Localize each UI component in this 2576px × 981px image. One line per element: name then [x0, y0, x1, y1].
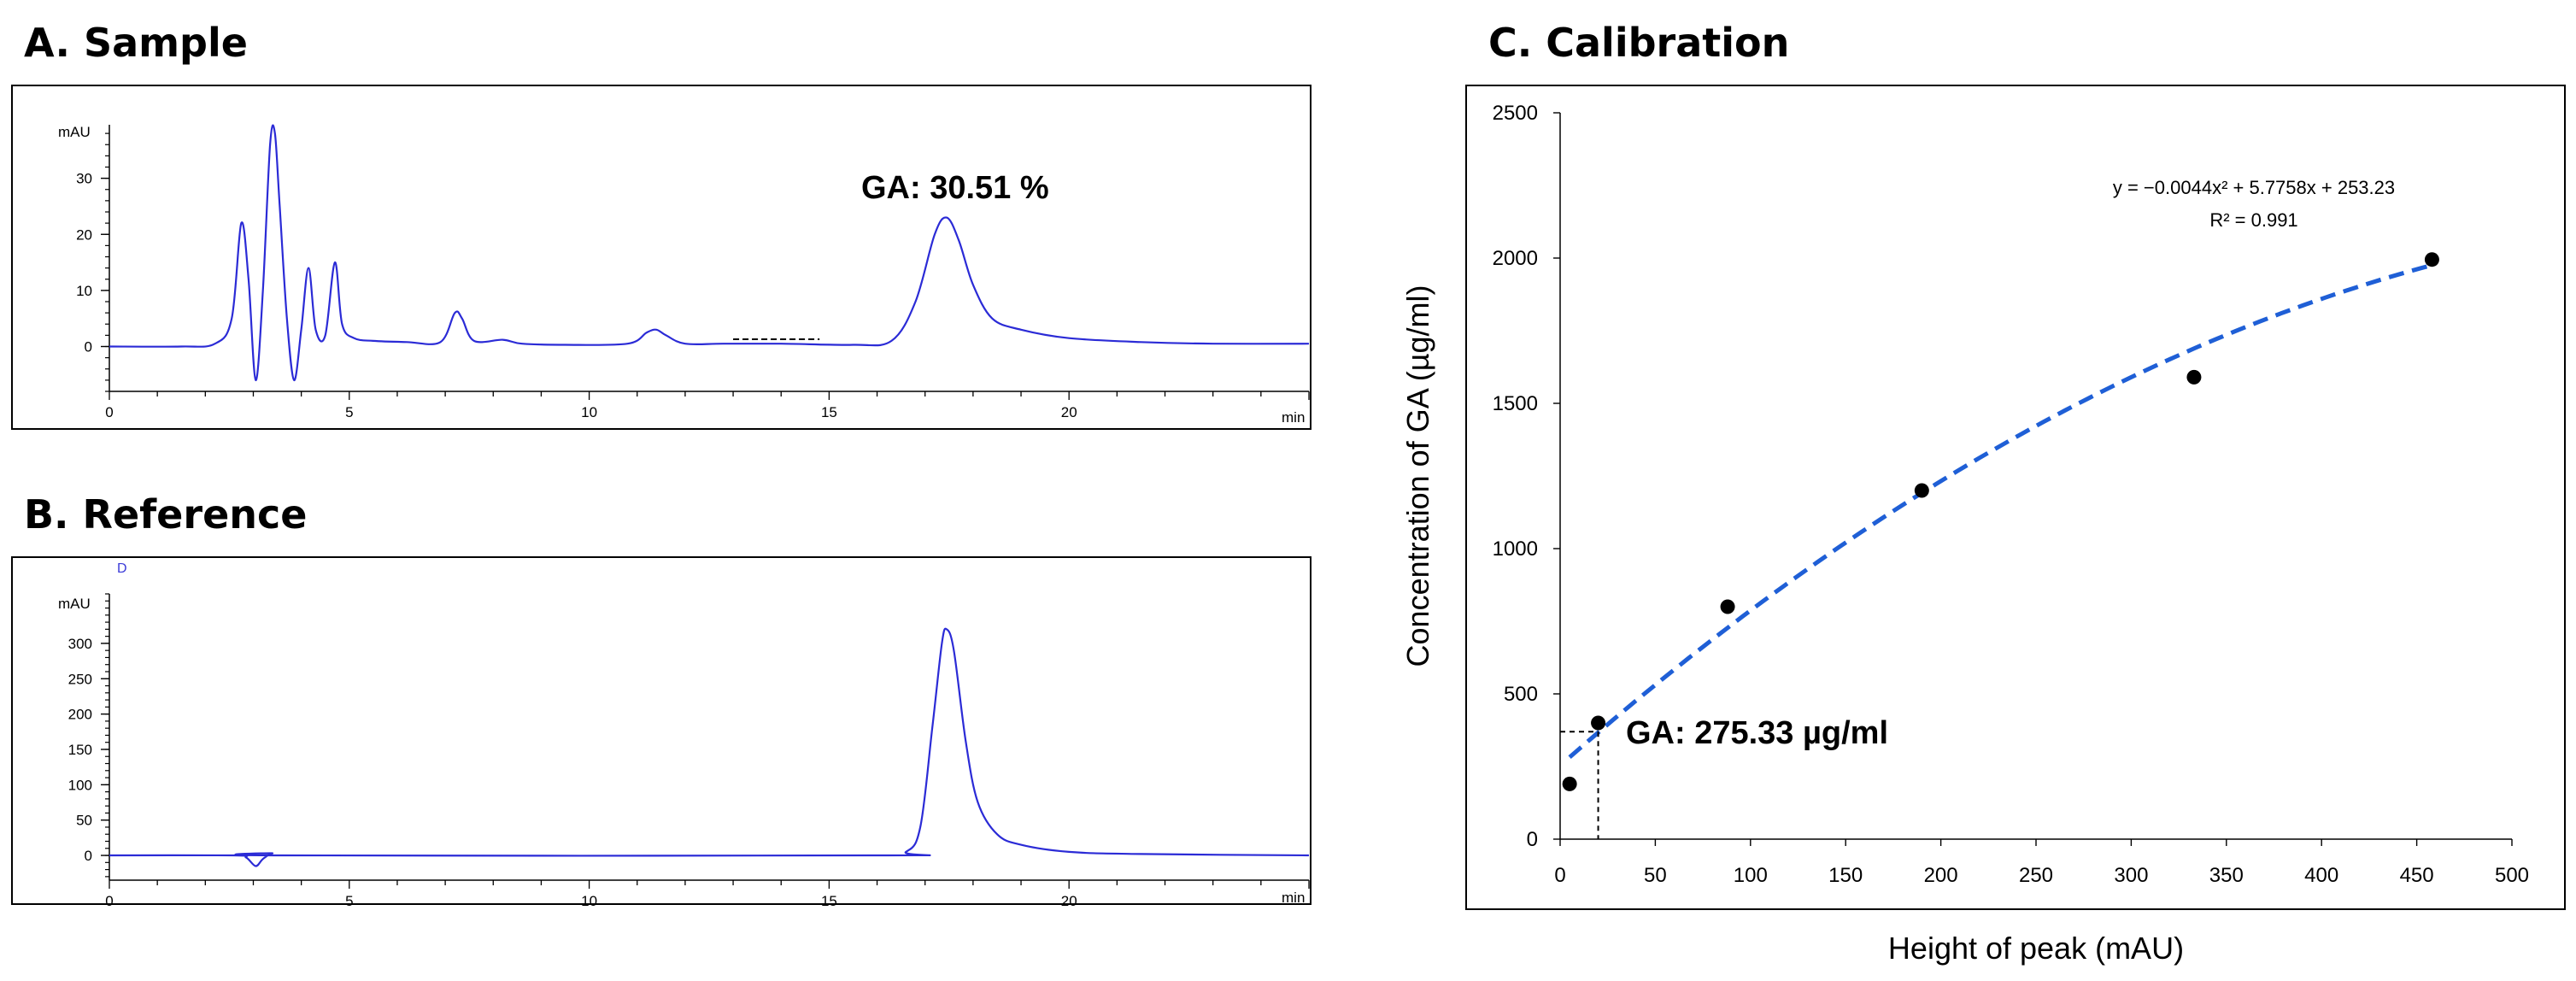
c-data-point [2424, 252, 2439, 267]
panel-b-trace [109, 627, 1310, 867]
a-x-tick-label: 15 [821, 404, 837, 420]
a-x-tick-label: 10 [581, 404, 597, 420]
panel-a-title: A. Sample [24, 20, 248, 66]
c-x-tick-label: 0 [1554, 864, 1565, 887]
panel-c-x-label: Height of peak (mAU) [1888, 931, 2184, 966]
c-data-point [1914, 483, 1929, 498]
panel-b-x-unit: min [1282, 890, 1305, 906]
a-y-tick-label: 0 [85, 339, 92, 355]
a-x-tick-label: 0 [105, 404, 113, 420]
panel-b-detector-label: D [117, 561, 127, 576]
panel-a-ticks: 0 5 10 15 20 0 10 20 30 [76, 171, 1310, 420]
panel-c-y-label: Concentration of GA (µg/ml) [1400, 285, 1435, 667]
a-x-tick-label: 20 [1061, 404, 1077, 420]
c-y-tick-label: 1000 [1493, 537, 1538, 561]
c-y-tick-label: 2000 [1493, 247, 1538, 270]
panel-b-title: B. Reference [24, 491, 307, 537]
c-data-point [2186, 369, 2202, 385]
c-y-tick-label: 0 [1527, 828, 1538, 851]
panel-b-reference: B. Reference D 0 5 10 15 2005010015020025030… [11, 491, 1311, 909]
c-data-point [1720, 599, 1735, 614]
panel-b-frame [11, 556, 1311, 905]
panel-c-equation: y = −0.0044x² + 5.7758x + 253.23 [2113, 177, 2395, 198]
c-y-tick-label: 2500 [1493, 102, 1538, 125]
b-x-tick-label: 10 [581, 893, 597, 909]
panel-a-trace [109, 124, 1310, 382]
c-y-tick-label: 1500 [1493, 392, 1538, 415]
panel-a-y-unit: mAU [58, 124, 91, 140]
c-x-tick-label: 400 [2304, 864, 2338, 887]
panel-c-points [1562, 252, 2439, 791]
panel-c-frame [1465, 85, 2566, 910]
c-x-tick-label: 200 [1924, 864, 1958, 887]
panel-c-annotation: GA: 275.33 µg/ml [1626, 715, 1888, 751]
panel-c-title: C. Calibration [1488, 20, 1789, 66]
panel-b-y-unit: mAU [58, 596, 91, 612]
panel-a-x-unit: min [1282, 409, 1305, 426]
c-x-tick-label: 450 [2400, 864, 2434, 887]
b-y-tick-label: 0 [85, 848, 92, 864]
b-y-tick-label: 250 [68, 671, 92, 687]
b-x-tick-label: 5 [345, 893, 353, 909]
c-x-tick-label: 50 [1644, 864, 1667, 887]
panel-c-reference-lines [1560, 731, 1599, 839]
b-y-tick-label: 50 [76, 813, 92, 829]
c-x-tick-label: 350 [2209, 864, 2244, 887]
c-x-tick-label: 250 [2019, 864, 2053, 887]
b-x-tick-label: 20 [1061, 893, 1077, 909]
c-x-tick-label: 500 [2495, 864, 2529, 887]
a-y-tick-label: 10 [76, 283, 92, 299]
panel-a-frame [11, 85, 1311, 430]
panel-a-annotation: GA: 30.51 % [861, 170, 1049, 206]
b-y-tick-label: 300 [68, 636, 92, 652]
panel-c-ticks: 0 50 100 150 200 250 300 350 400 450 500 0 500 1000 15… [1493, 102, 2529, 887]
b-y-tick-label: 150 [68, 742, 92, 758]
panel-c-calibration: C. Calibration 0 50 100 150 200 250 300 350 400 4… [1400, 20, 2566, 966]
b-x-tick-label: 15 [821, 893, 837, 909]
panel-c-trendline [1568, 262, 2433, 759]
panel-c-r-squared: R² = 0.991 [2209, 209, 2297, 231]
c-x-tick-label: 300 [2114, 864, 2148, 887]
a-x-tick-label: 5 [345, 404, 353, 420]
c-data-point [1591, 715, 1606, 731]
c-x-tick-label: 150 [1828, 864, 1863, 887]
panel-a-sample: A. Sample 0 5 10 15 20 0 10 20 30 mAU min GA: 30… [11, 20, 1311, 430]
c-y-tick-label: 500 [1504, 683, 1538, 706]
b-y-tick-label: 200 [68, 707, 92, 723]
c-data-point [1562, 776, 1577, 791]
b-x-tick-label: 0 [105, 893, 113, 909]
a-y-tick-label: 30 [76, 171, 92, 187]
panel-a-minor-ticks [105, 132, 1262, 397]
a-y-tick-label: 20 [76, 226, 92, 243]
c-x-tick-label: 100 [1734, 864, 1768, 887]
b-y-tick-label: 100 [68, 777, 92, 793]
